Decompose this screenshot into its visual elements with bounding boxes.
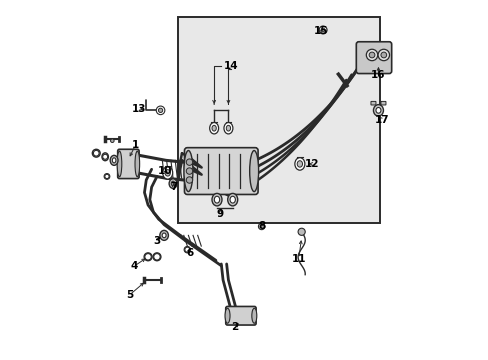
Ellipse shape: [212, 125, 216, 131]
Text: 16: 16: [370, 69, 385, 80]
Text: 5: 5: [125, 290, 133, 300]
Ellipse shape: [102, 153, 108, 161]
Text: 7: 7: [170, 182, 177, 192]
Circle shape: [102, 154, 107, 159]
Ellipse shape: [183, 150, 192, 192]
Ellipse shape: [171, 181, 175, 186]
Text: 13: 13: [132, 104, 146, 113]
Ellipse shape: [135, 151, 140, 177]
Circle shape: [377, 49, 389, 61]
Circle shape: [366, 49, 377, 61]
Text: 4: 4: [130, 261, 137, 271]
Ellipse shape: [375, 108, 380, 113]
Ellipse shape: [160, 230, 168, 240]
Ellipse shape: [92, 149, 100, 157]
Ellipse shape: [209, 122, 218, 134]
Text: 3: 3: [153, 236, 160, 246]
Text: 15: 15: [313, 26, 328, 36]
Ellipse shape: [110, 156, 118, 165]
Ellipse shape: [294, 158, 304, 170]
FancyBboxPatch shape: [225, 306, 256, 325]
Circle shape: [104, 174, 109, 179]
FancyBboxPatch shape: [118, 149, 139, 179]
Circle shape: [144, 253, 151, 260]
FancyBboxPatch shape: [184, 148, 258, 194]
Ellipse shape: [214, 196, 219, 203]
Circle shape: [186, 159, 192, 165]
Circle shape: [186, 168, 192, 174]
Ellipse shape: [224, 308, 229, 323]
Text: 6: 6: [186, 248, 193, 258]
Ellipse shape: [229, 196, 235, 203]
Ellipse shape: [164, 170, 170, 176]
Ellipse shape: [224, 122, 232, 134]
Ellipse shape: [297, 161, 302, 167]
Ellipse shape: [169, 179, 177, 188]
Text: 17: 17: [374, 115, 388, 125]
Circle shape: [110, 139, 114, 143]
Ellipse shape: [226, 125, 230, 131]
Ellipse shape: [184, 247, 190, 253]
Bar: [178, 18, 380, 223]
Text: 8: 8: [258, 221, 264, 231]
Text: 9: 9: [216, 209, 224, 219]
Circle shape: [258, 223, 264, 230]
Ellipse shape: [227, 193, 237, 206]
Text: 1: 1: [132, 140, 139, 150]
Text: 12: 12: [304, 159, 318, 169]
Circle shape: [380, 52, 386, 58]
Ellipse shape: [251, 308, 256, 323]
Ellipse shape: [163, 167, 172, 179]
Circle shape: [153, 253, 160, 260]
Ellipse shape: [212, 193, 222, 206]
Circle shape: [158, 108, 163, 112]
Text: 10: 10: [158, 166, 172, 176]
Ellipse shape: [144, 253, 152, 261]
Circle shape: [368, 52, 374, 58]
Circle shape: [184, 247, 189, 252]
Ellipse shape: [104, 174, 110, 179]
Text: 2: 2: [231, 322, 238, 332]
FancyBboxPatch shape: [380, 102, 385, 105]
Text: 14: 14: [224, 62, 238, 71]
FancyBboxPatch shape: [370, 102, 375, 105]
Circle shape: [186, 177, 192, 183]
Circle shape: [156, 106, 164, 114]
Ellipse shape: [153, 253, 161, 261]
Ellipse shape: [162, 233, 166, 238]
FancyBboxPatch shape: [356, 42, 391, 73]
Ellipse shape: [319, 26, 326, 34]
Ellipse shape: [373, 105, 383, 116]
Circle shape: [298, 228, 305, 235]
Text: 11: 11: [291, 253, 305, 264]
Circle shape: [93, 150, 99, 156]
Ellipse shape: [321, 28, 324, 32]
Ellipse shape: [117, 151, 122, 177]
Ellipse shape: [112, 158, 116, 163]
Ellipse shape: [249, 150, 258, 192]
